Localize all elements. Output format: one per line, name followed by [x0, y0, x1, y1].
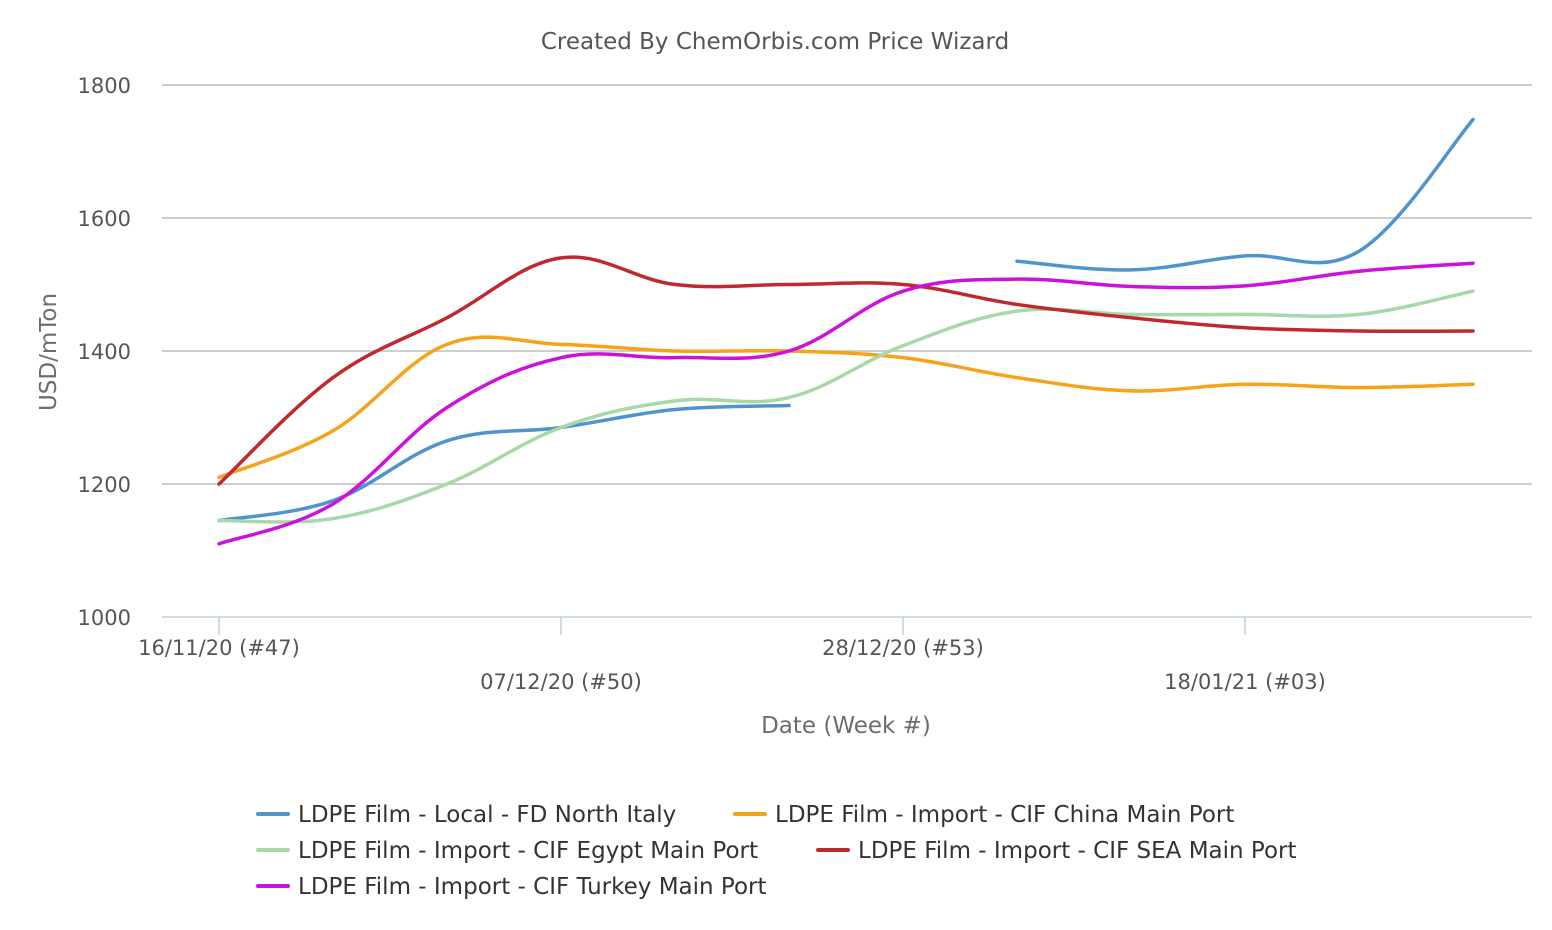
- y-tick-label: 1000: [78, 606, 131, 630]
- series-line-1: [1015, 117, 1475, 272]
- x-tick-label: 18/01/21 (#03): [1164, 670, 1326, 694]
- series-line-3: [217, 289, 1475, 524]
- chart-title: Created By ChemOrbis.com Price Wizard: [541, 29, 1009, 55]
- legend-label[interactable]: LDPE Film - Local - FD North Italy: [298, 802, 676, 828]
- x-axis-title: Date (Week #): [761, 713, 931, 739]
- series-line-4: [217, 255, 1475, 486]
- legend-label[interactable]: LDPE Film - Import - CIF Turkey Main Por…: [298, 874, 767, 900]
- x-tick-label: 16/11/20 (#47): [138, 636, 300, 660]
- legend-label[interactable]: LDPE Film - Import - CIF SEA Main Port: [858, 838, 1297, 864]
- x-tick-label: 28/12/20 (#53): [822, 636, 984, 660]
- series-line-2: [217, 335, 1475, 480]
- series-lines: [217, 117, 1475, 546]
- legend: LDPE Film - Local - FD North Italy LDPE F…: [256, 802, 1297, 900]
- y-tick-label: 1600: [78, 207, 131, 231]
- gridlines: [162, 84, 1532, 485]
- y-axis-ticks: 1000 1200 1400 1600 1800: [78, 74, 131, 630]
- legend-label[interactable]: LDPE Film - Import - CIF Egypt Main Port: [298, 838, 758, 864]
- y-axis-title: USD/mTon: [36, 293, 62, 411]
- y-tick-label: 1400: [78, 340, 131, 364]
- x-tick-label: 07/12/20 (#50): [480, 670, 642, 694]
- x-axis-ticks: 16/11/20 (#47) 07/12/20 (#50) 28/12/20 (#5…: [138, 617, 1326, 694]
- series-line-1: [217, 403, 791, 523]
- y-tick-label: 1200: [78, 473, 131, 497]
- series-line-5: [217, 261, 1475, 546]
- y-tick-label: 1800: [78, 74, 131, 98]
- legend-label[interactable]: LDPE Film - Import - CIF China Main Port: [775, 802, 1234, 828]
